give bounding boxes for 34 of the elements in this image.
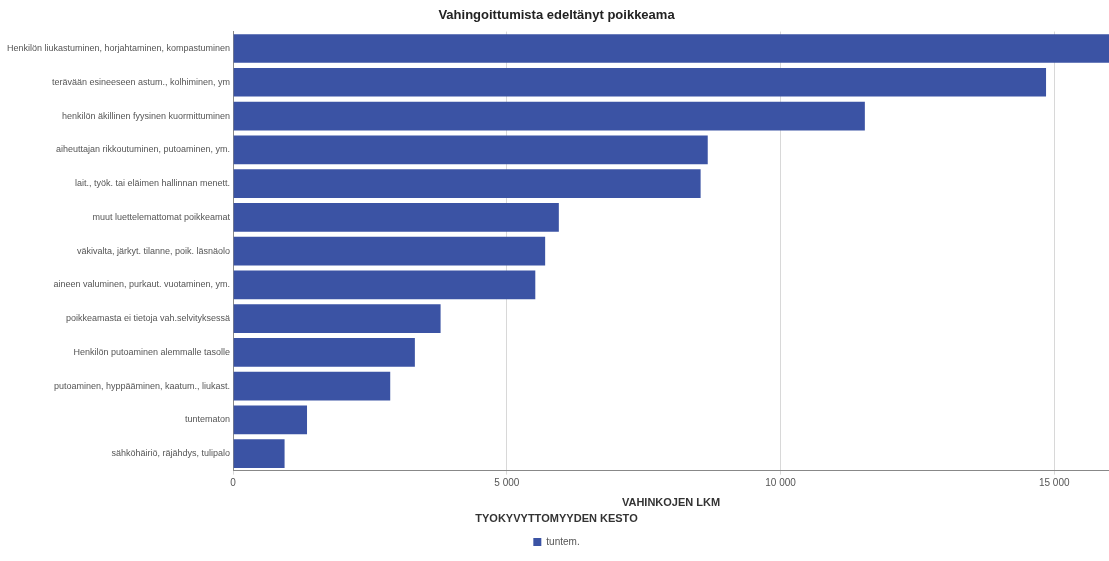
- bar: [233, 135, 708, 165]
- x-tick-label: 15 000: [1038, 477, 1070, 489]
- legend-label: tuntem.: [546, 535, 580, 547]
- chart-title: Vahingoittumista edeltänyt poikkeama: [438, 7, 676, 23]
- bar: [233, 101, 865, 131]
- x-axis-title: VAHINKOJEN LKM: [621, 496, 721, 509]
- y-tick-label: lait., työk. tai eläimen hallinnan menett.: [75, 178, 231, 189]
- legend-title: TYÖKYVYTTÖMYYDEN KESTO: [475, 512, 639, 525]
- y-tick-label: aineen valuminen, purkaut. vuotaminen, ym.: [53, 279, 231, 290]
- y-tick-label: henkilön äkillinen fyysinen kuormittuminen: [62, 110, 231, 121]
- bar: [233, 202, 559, 232]
- bar: [233, 439, 285, 469]
- y-tick-label: tuntematon: [185, 414, 231, 425]
- bar: [233, 169, 701, 198]
- y-tick-label: sähköhäiriö, räjähdys, tulipalo: [111, 448, 231, 459]
- bar: [233, 371, 391, 401]
- y-tick-label: aiheuttajan rikkoutuminen, putoaminen, ym.: [56, 144, 231, 155]
- y-tick-label: väkivalta, järkyt. tilanne, poik. läsnäolo: [77, 245, 231, 256]
- y-tick-label: terävään esineeseen astum., kolhiminen, ym: [52, 76, 231, 87]
- bar: [233, 67, 1047, 97]
- y-tick-label: putoaminen, hyppääminen, kaatum., liukast.: [54, 380, 231, 391]
- bar: [233, 405, 308, 435]
- y-tick-label: muut luettelemattomat poikkeamat: [92, 211, 231, 222]
- x-tick-label: 0: [230, 477, 237, 489]
- y-tick-label: Henkilön liukastuminen, horjahtaminen, kompastuminen: [6, 42, 231, 53]
- bar: [233, 338, 415, 367]
- y-tick-label: Henkilön putoaminen alemmalle tasolle: [73, 346, 231, 357]
- x-tick-label: 5 000: [494, 477, 520, 489]
- x-tick-label: 10 000: [765, 477, 797, 489]
- bar: [233, 270, 536, 300]
- y-tick-label: poikkeamasta ei tietoja vah.selvityksessä: [66, 313, 231, 324]
- bar: [233, 304, 441, 333]
- bar: [233, 236, 546, 266]
- bar: [233, 34, 1109, 63]
